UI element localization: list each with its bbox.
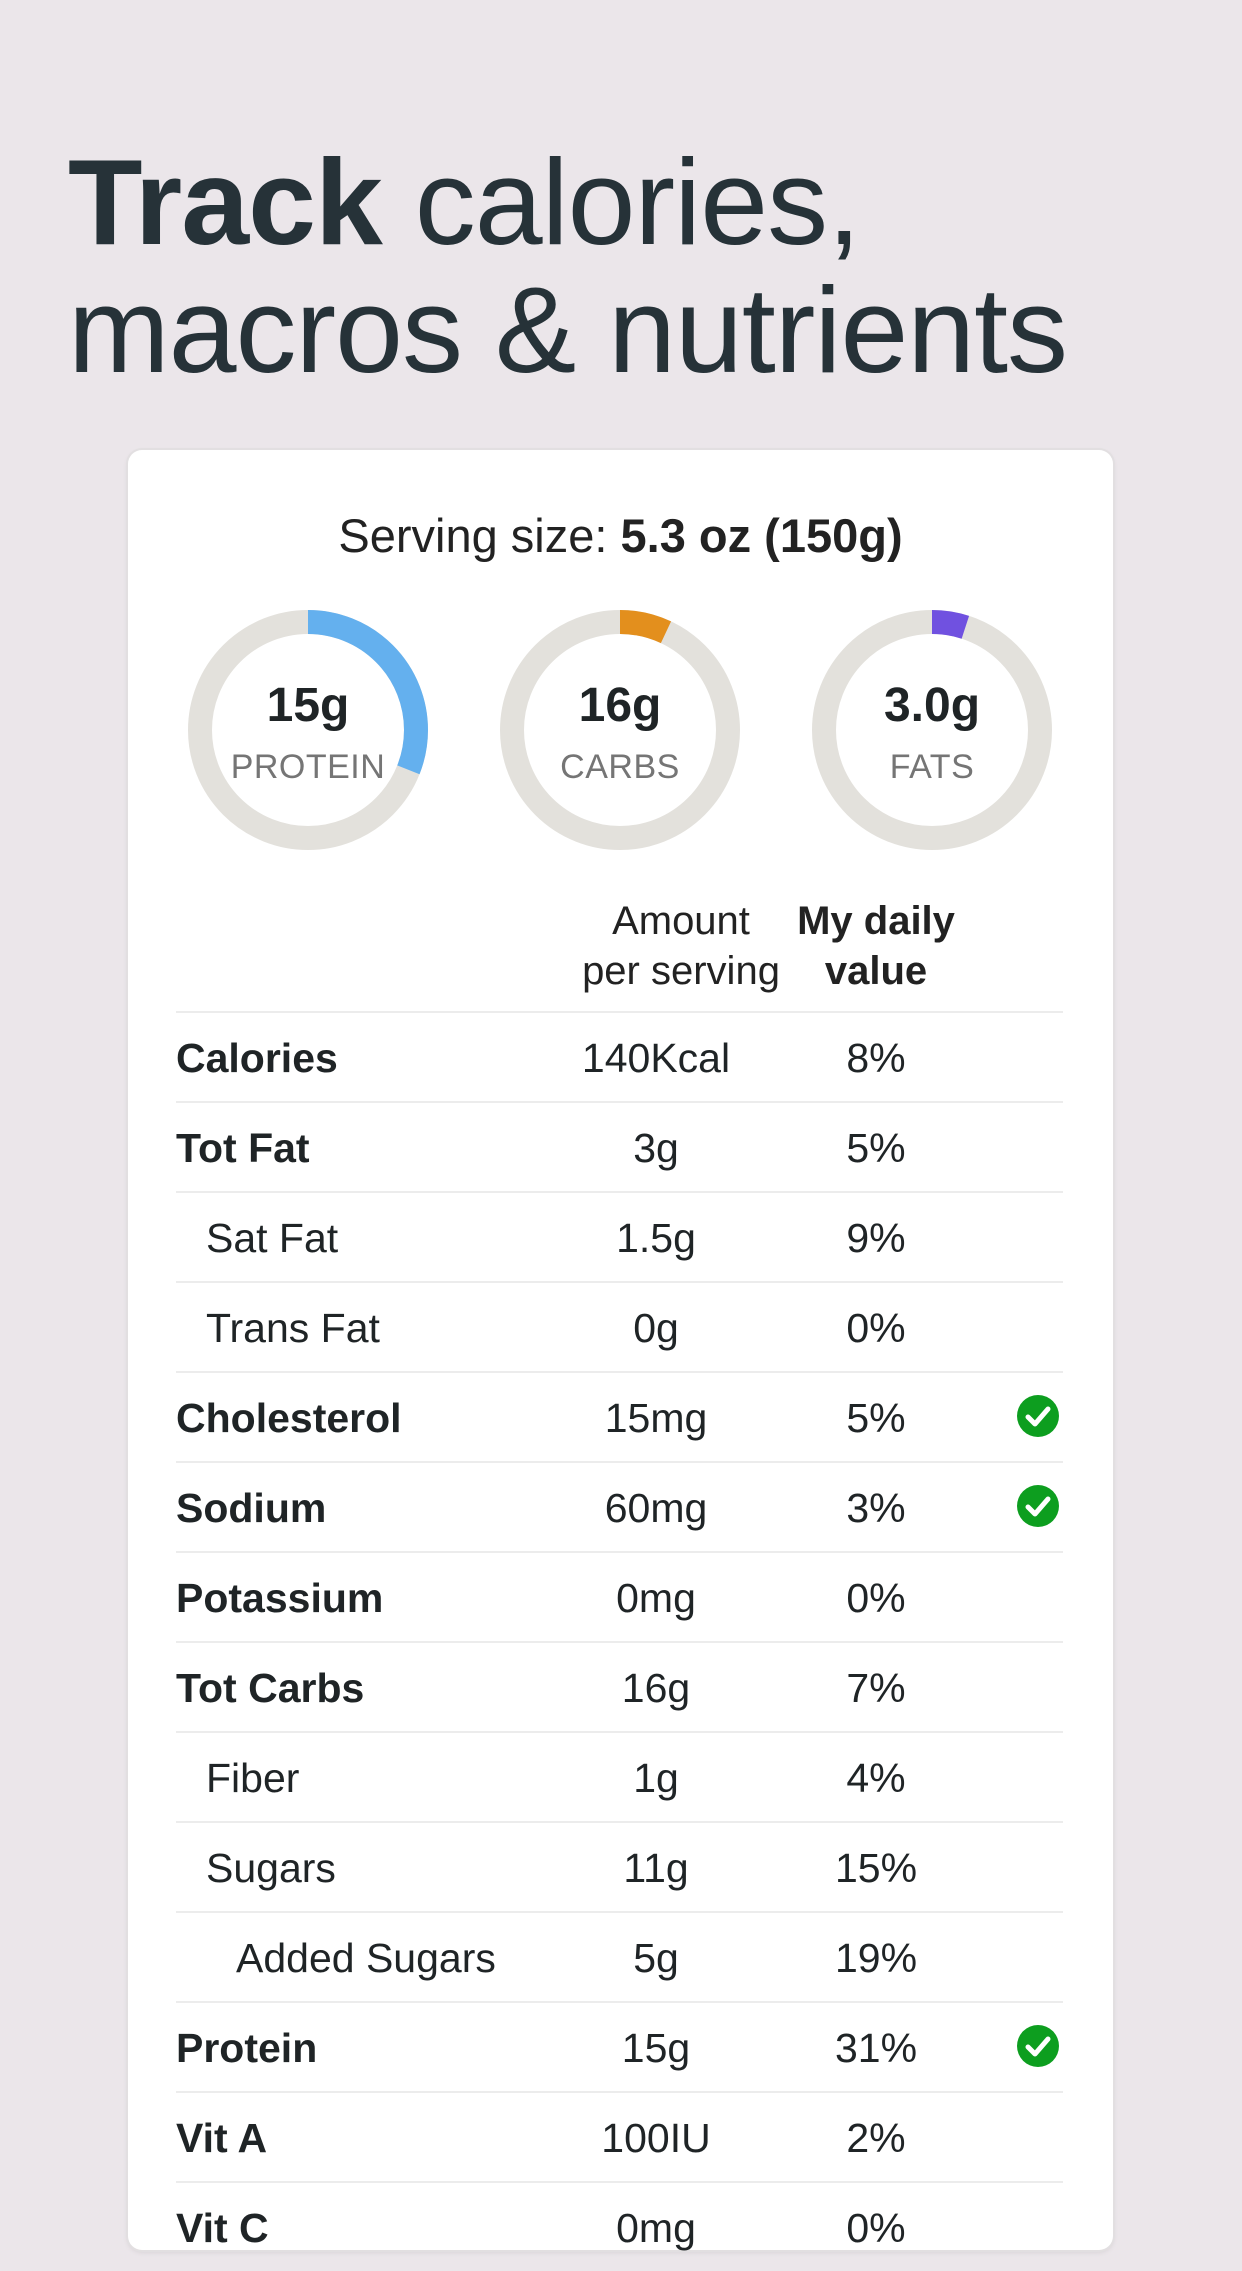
- nutrient-name: Calories: [176, 1035, 338, 1081]
- headline-rest: calories,: [381, 134, 861, 270]
- table-row: Sat Fat 1.5g 9%: [176, 1191, 1063, 1281]
- nutrient-name: Protein: [176, 2025, 318, 2071]
- nutrient-amount: 15g: [621, 2025, 691, 2071]
- nutrient-name: Sodium: [176, 1485, 327, 1531]
- nutrient-amount: 3g: [633, 1125, 679, 1171]
- nutrient-daily-value: 2%: [846, 2115, 906, 2161]
- nutrient-daily-value: 5%: [846, 1125, 906, 1171]
- protein-label: PROTEIN: [230, 748, 386, 786]
- check-circle-icon: [1017, 1485, 1059, 1527]
- carbs-ring-chart: [500, 610, 740, 850]
- check-circle-icon: [1017, 2025, 1059, 2067]
- table-row: Trans Fat 0g 0%: [176, 1281, 1063, 1371]
- nutrient-amount: 5g: [633, 1935, 679, 1981]
- table-row: Protein 15g 31%: [176, 2001, 1063, 2091]
- headline-bold: Track: [68, 134, 383, 270]
- serving-size-label: Serving size:: [338, 509, 621, 562]
- amount-header-line-2: per serving: [582, 949, 780, 993]
- table-row: Sugars 11g 15%: [176, 1821, 1063, 1911]
- nutrient-name: Potassium: [176, 1575, 384, 1621]
- daily-header-line-1: My daily: [797, 899, 955, 943]
- table-row: Sodium 60mg 3%: [176, 1461, 1063, 1551]
- serving-size: Serving size: 5.3 oz (150g): [128, 508, 1113, 563]
- carbs-ring-arc: [500, 610, 740, 850]
- nutrient-amount: 60mg: [604, 1485, 708, 1531]
- table-row: Potassium 0mg 0%: [176, 1551, 1063, 1641]
- nutrient-name: Tot Fat: [176, 1125, 310, 1171]
- table-row: Added Sugars 5g 19%: [176, 1911, 1063, 2001]
- nutrient-name: Cholesterol: [176, 1395, 402, 1441]
- nutrient-daily-value: 8%: [846, 1035, 906, 1081]
- table-row: Tot Fat 3g 5%: [176, 1101, 1063, 1191]
- headline-line-2: macros & nutrients: [68, 262, 1068, 398]
- protein-amount: 15g: [266, 679, 350, 732]
- check-circle-icon: [1017, 1395, 1059, 1437]
- nutrient-amount: 15mg: [604, 1395, 708, 1441]
- nutrient-name: Vit C: [176, 2205, 269, 2251]
- nutrient-amount: 16g: [621, 1665, 691, 1711]
- nutrient-daily-value: 0%: [846, 2205, 906, 2251]
- nutrient-name: Vit A: [176, 2115, 268, 2161]
- nutrient-daily-value: 7%: [846, 1665, 906, 1711]
- amount-per-serving-header: Amount per serving: [556, 896, 806, 996]
- daily-value-header: My daily value: [796, 896, 956, 996]
- nutrient-daily-value: 5%: [846, 1395, 906, 1441]
- nutrient-amount: 100IU: [601, 2115, 711, 2161]
- nutrient-amount: 1.5g: [616, 1215, 696, 1261]
- table-row: Cholesterol 15mg 5%: [176, 1371, 1063, 1461]
- nutrient-daily-value: 3%: [846, 1485, 906, 1531]
- nutrient-daily-value: 0%: [846, 1305, 906, 1351]
- nutrient-amount: 1g: [633, 1755, 679, 1801]
- serving-size-value: 5.3 oz (150g): [620, 509, 903, 562]
- table-row: Vit C 0mg 0%: [176, 2181, 1063, 2271]
- fats-amount: 3.0g: [883, 679, 981, 732]
- nutrient-name: Added Sugars: [236, 1935, 496, 1981]
- protein-ring-arc: [188, 610, 428, 850]
- carbs-label: CARBS: [560, 748, 680, 786]
- nutrition-card: Serving size: 5.3 oz (150g) 15g PROTEIN …: [128, 450, 1113, 2251]
- fats-ring-chart: [812, 610, 1052, 850]
- nutrient-daily-value: 31%: [834, 2025, 918, 2071]
- nutrient-daily-value: 4%: [846, 1755, 906, 1801]
- nutrient-amount: 11g: [623, 1845, 689, 1891]
- nutrient-name: Sat Fat: [206, 1215, 339, 1261]
- nutrient-name: Sugars: [206, 1845, 336, 1891]
- amount-header-line-1: Amount: [612, 899, 750, 943]
- table-row: Tot Carbs 16g 7%: [176, 1641, 1063, 1731]
- nutrient-amount: 0mg: [616, 2205, 696, 2251]
- nutrient-amount: 140Kcal: [581, 1035, 731, 1081]
- nutrient-amount: 0mg: [616, 1575, 696, 1621]
- fats-ring-arc: [812, 610, 1052, 850]
- table-row: Vit A 100IU 2%: [176, 2091, 1063, 2181]
- headline: Track calories, macros & nutrients: [68, 138, 1068, 398]
- headline-line-1: Track calories,: [68, 138, 1067, 266]
- table-row: Calories 140Kcal 8%: [176, 1011, 1063, 1101]
- protein-ring-chart: [188, 610, 428, 850]
- nutrient-daily-value: 19%: [834, 1935, 918, 1981]
- nutrient-name: Fiber: [206, 1755, 300, 1801]
- carbs-ring: 16g CARBS: [500, 610, 740, 850]
- nutrient-daily-value: 15%: [834, 1845, 918, 1891]
- protein-ring: 15g PROTEIN: [188, 610, 428, 850]
- table-row: Fiber 1g 4%: [176, 1731, 1063, 1821]
- nutrient-daily-value: 0%: [846, 1575, 906, 1621]
- carbs-amount: 16g: [578, 679, 662, 732]
- nutrient-table: Calories 140Kcal 8% Tot Fat 3g 5% Sat Fat 1.5g 9…: [176, 1011, 1063, 2271]
- nutrient-name: Trans Fat: [206, 1305, 380, 1351]
- nutrient-name: Tot Carbs: [176, 1665, 365, 1711]
- fats-ring: 3.0g FATS: [812, 610, 1052, 850]
- nutrient-amount: 0g: [633, 1305, 679, 1351]
- fats-label: FATS: [889, 748, 975, 786]
- nutrient-daily-value: 9%: [846, 1215, 906, 1261]
- daily-header-line-2: value: [824, 949, 928, 993]
